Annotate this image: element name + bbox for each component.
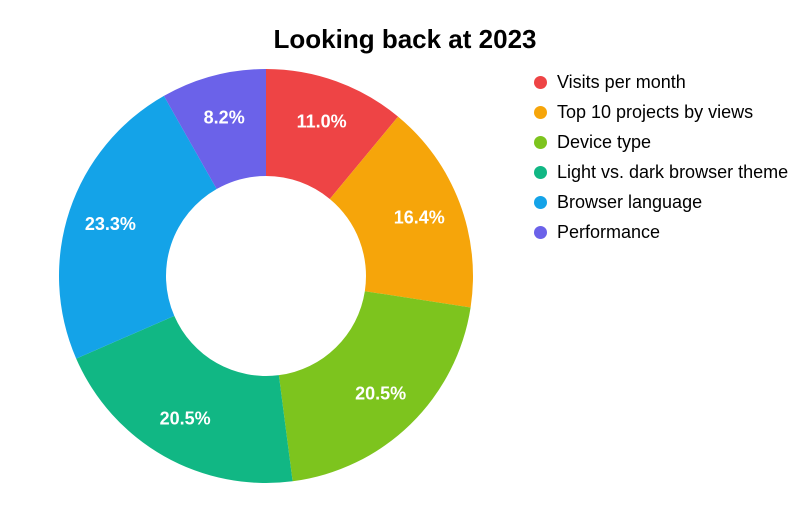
legend-swatch-icon — [534, 195, 547, 209]
legend-swatch-icon — [534, 225, 547, 239]
legend-item-top-10-projects[interactable]: Top 10 projects by views — [534, 97, 788, 127]
pie-slice[interactable] — [329, 116, 474, 308]
pie-slice[interactable] — [58, 95, 217, 359]
legend-label: Device type — [557, 131, 652, 152]
legend-swatch-icon — [534, 135, 547, 149]
legend-label: Light vs. dark browser theme — [557, 161, 789, 182]
legend-swatch-icon — [534, 165, 547, 179]
legend-label: Visits per month — [557, 71, 686, 92]
pie-slice[interactable] — [76, 315, 293, 483]
chart-legend: Visits per month Top 10 projects by view… — [534, 67, 788, 247]
pie-slice[interactable] — [266, 69, 399, 199]
chart-title: Looking back at 2023 — [273, 24, 537, 54]
legend-item-performance[interactable]: Performance — [534, 217, 788, 247]
pie-slice[interactable] — [163, 68, 266, 190]
legend-swatch-icon — [534, 75, 547, 89]
legend-item-visits-per-month[interactable]: Visits per month — [534, 67, 788, 97]
legend-item-device-type[interactable]: Device type — [534, 127, 788, 157]
legend-label: Top 10 projects by views — [557, 101, 754, 122]
legend-item-browser-language[interactable]: Browser language — [534, 187, 788, 217]
legend-label: Performance — [557, 221, 661, 242]
legend-item-light-vs-dark-theme[interactable]: Light vs. dark browser theme — [534, 157, 788, 187]
legend-swatch-icon — [534, 105, 547, 119]
legend-label: Browser language — [557, 191, 703, 212]
pie-slice[interactable] — [278, 291, 471, 482]
